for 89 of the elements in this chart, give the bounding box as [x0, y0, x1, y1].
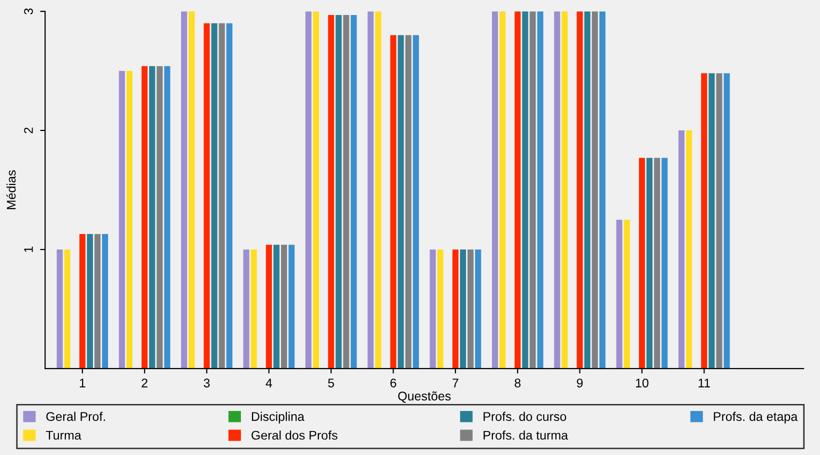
bar	[678, 130, 684, 369]
bar	[522, 11, 528, 369]
legend-label: Geral Prof.	[46, 412, 105, 421]
legend-label: Geral dos Profs	[252, 430, 338, 440]
legend-label: Profs. da turma	[484, 430, 568, 440]
bar	[288, 244, 295, 369]
bar	[514, 11, 521, 369]
bar	[452, 249, 458, 369]
bar	[102, 234, 108, 369]
legend-label: Disciplina	[252, 412, 304, 424]
bar	[437, 249, 444, 369]
bar	[243, 249, 250, 369]
bar	[188, 11, 195, 369]
bar	[562, 11, 568, 369]
bar	[554, 11, 560, 369]
bar	[149, 66, 156, 369]
x-tick-label: 6	[390, 378, 396, 388]
bar	[492, 11, 498, 369]
bar	[624, 220, 630, 369]
bar	[584, 11, 590, 369]
bar	[430, 249, 436, 369]
bar	[405, 35, 412, 369]
bar	[646, 158, 653, 369]
bar	[226, 23, 232, 369]
bar	[305, 11, 312, 369]
x-tick-label: 10	[636, 378, 648, 388]
x-tick-label: 5	[328, 378, 334, 388]
bar	[273, 244, 280, 369]
bar	[662, 158, 668, 369]
bar	[118, 70, 125, 369]
bar	[460, 249, 466, 369]
bar	[701, 73, 708, 369]
bar	[708, 73, 715, 369]
bar	[79, 234, 86, 369]
bar	[468, 249, 474, 369]
bar	[686, 130, 692, 369]
bar	[94, 234, 101, 369]
bar	[576, 11, 583, 369]
bar	[368, 11, 374, 369]
bar	[164, 66, 170, 369]
legend-label: Profs. da etapa	[714, 412, 798, 424]
bar	[56, 249, 63, 369]
x-tick-label: 7	[452, 378, 458, 388]
bar	[375, 11, 382, 369]
y-tick-label: 2	[24, 128, 33, 134]
bar	[616, 220, 622, 369]
bar	[412, 35, 419, 369]
bar	[350, 14, 357, 369]
x-tick-label: 8	[514, 378, 521, 388]
bar	[599, 11, 606, 369]
bar	[64, 249, 70, 369]
bar	[156, 66, 163, 369]
bar	[281, 244, 288, 369]
bar	[328, 14, 334, 369]
x-tick-label: 4	[266, 378, 272, 388]
bar	[537, 11, 544, 369]
bar	[390, 35, 396, 369]
legend-label: Profs. do curso	[484, 412, 566, 421]
bar	[218, 23, 225, 369]
bar	[86, 234, 93, 369]
bar	[724, 73, 730, 369]
bar	[398, 35, 404, 369]
bar	[654, 158, 660, 369]
bar	[312, 11, 320, 369]
bar	[211, 23, 218, 369]
bar	[126, 70, 132, 369]
y-axis-title: Médias	[6, 170, 16, 210]
bar	[142, 66, 148, 369]
bar	[716, 73, 722, 369]
x-tick-label: 9	[576, 378, 583, 388]
x-tick-label: 11	[698, 378, 710, 388]
bar	[530, 11, 536, 369]
bar	[475, 249, 482, 369]
bar	[181, 11, 188, 369]
x-tick-label: 1	[80, 378, 86, 388]
bar	[592, 11, 598, 369]
x-tick-label: 3	[204, 378, 210, 388]
y-tick-label: 1	[24, 246, 33, 252]
y-tick-label: 3	[24, 8, 33, 14]
bar	[204, 23, 210, 369]
legend-label: Turma	[46, 430, 82, 440]
x-axis-title: Questões	[398, 391, 451, 403]
bar	[343, 14, 350, 369]
x-tick-label: 2	[142, 378, 148, 388]
bar	[499, 11, 506, 369]
bar	[250, 249, 257, 369]
bar	[638, 158, 645, 369]
bar	[336, 14, 342, 369]
bar	[266, 244, 272, 369]
